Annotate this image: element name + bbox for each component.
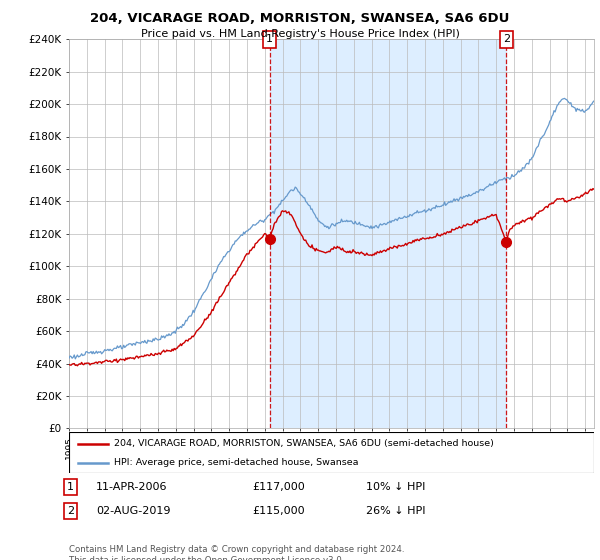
Bar (269, 39, 506, 428)
Text: 2: 2 (503, 34, 510, 44)
Text: HPI: Average price, semi-detached house, Swansea: HPI: Average price, semi-detached house,… (113, 458, 358, 467)
Text: 2: 2 (67, 506, 74, 516)
Text: 1: 1 (266, 34, 273, 44)
Text: £117,000: £117,000 (252, 482, 305, 492)
Text: 10% ↓ HPI: 10% ↓ HPI (366, 482, 425, 492)
Text: 11-APR-2006: 11-APR-2006 (96, 482, 167, 492)
Text: £115,000: £115,000 (252, 506, 305, 516)
Text: 204, VICARAGE ROAD, MORRISTON, SWANSEA, SA6 6DU (semi-detached house): 204, VICARAGE ROAD, MORRISTON, SWANSEA, … (113, 439, 493, 448)
Text: 1: 1 (67, 482, 74, 492)
Text: 26% ↓ HPI: 26% ↓ HPI (366, 506, 425, 516)
Text: 204, VICARAGE ROAD, MORRISTON, SWANSEA, SA6 6DU: 204, VICARAGE ROAD, MORRISTON, SWANSEA, … (91, 12, 509, 25)
Text: Price paid vs. HM Land Registry's House Price Index (HPI): Price paid vs. HM Land Registry's House … (140, 29, 460, 39)
Text: Contains HM Land Registry data © Crown copyright and database right 2024.
This d: Contains HM Land Registry data © Crown c… (69, 545, 404, 560)
Text: 02-AUG-2019: 02-AUG-2019 (96, 506, 170, 516)
